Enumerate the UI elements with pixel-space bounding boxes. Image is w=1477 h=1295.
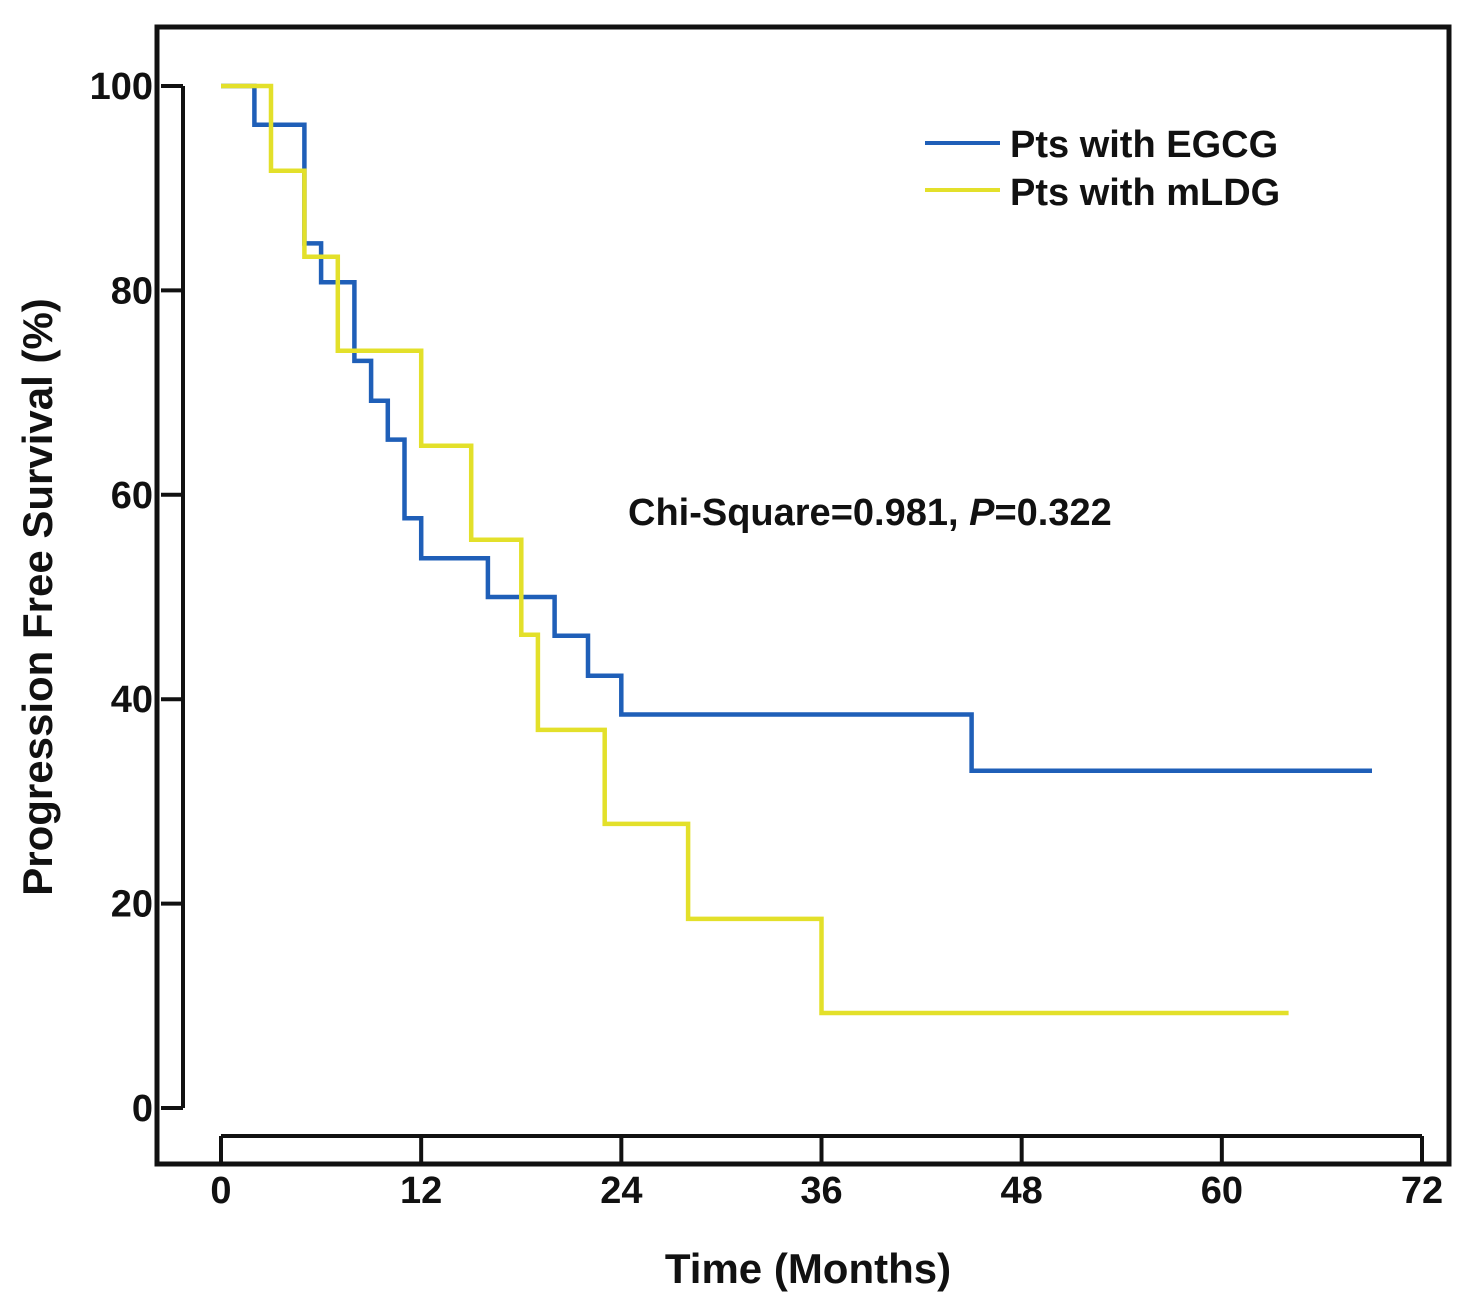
annotation-suffix: =0.322 (994, 492, 1111, 534)
statistic-annotation: Chi-Square=0.981, P=0.322 (628, 492, 1112, 534)
x-axis: 0 12 24 36 48 60 72 (210, 1134, 1443, 1212)
series-layer (221, 83, 1372, 1016)
legend: Pts with EGCG Pts with mLDG (925, 124, 1280, 214)
y-tick-label: 80 (111, 270, 153, 312)
y-tick-label: 20 (111, 884, 153, 926)
x-tick-label: 72 (1401, 1170, 1443, 1212)
y-axis-title: Progression Free Survival (%) (14, 298, 61, 896)
x-tick-label: 24 (600, 1170, 642, 1212)
x-axis-title: Time (Months) (665, 1245, 951, 1292)
legend-label-mldg: Pts with mLDG (1010, 172, 1280, 214)
y-tick-label: 40 (111, 679, 153, 721)
series-line-mldg (221, 83, 1289, 1016)
legend-label-egcg: Pts with EGCG (1010, 124, 1278, 166)
x-tick-label: 12 (400, 1170, 442, 1212)
x-tick-label: 0 (210, 1170, 231, 1212)
y-tick-label: 0 (132, 1088, 153, 1130)
y-axis: 0 20 40 60 80 100 (90, 66, 185, 1130)
annotation-prefix: Chi-Square=0.981, (628, 492, 969, 534)
annotation-p-label: P (969, 492, 995, 534)
y-tick-label: 100 (90, 66, 153, 108)
plot-frame (154, 24, 1452, 1167)
x-tick-label: 48 (1001, 1170, 1043, 1212)
series-line-egcg (221, 83, 1372, 773)
x-tick-label: 60 (1201, 1170, 1243, 1212)
x-tick-label: 36 (800, 1170, 842, 1212)
y-tick-label: 60 (111, 475, 153, 517)
